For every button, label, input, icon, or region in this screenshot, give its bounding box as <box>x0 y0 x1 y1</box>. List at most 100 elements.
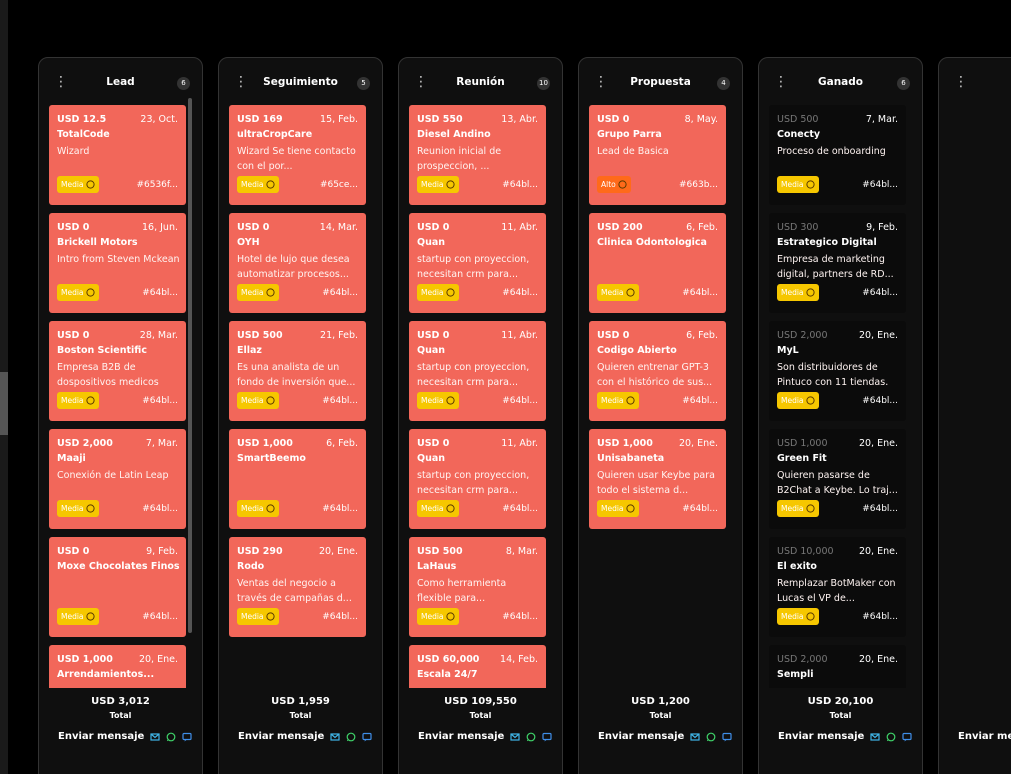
send-message[interactable]: Enviar mer <box>958 731 1011 742</box>
deal-card[interactable]: USD 0 14, Mar. OYH Hotel de lujo que desea … <box>229 213 366 313</box>
deal-id: #64bl... <box>142 288 178 298</box>
deal-card[interactable]: USD 550 13, Abr. Diesel Andino Reunion inic… <box>409 105 546 205</box>
deal-amount: USD 1,000 <box>57 654 113 665</box>
deal-date: 28, Mar. <box>139 330 178 341</box>
deal-card[interactable]: USD 0 11, Abr. Quan startup con proyeccion,… <box>409 321 546 421</box>
priority-icon <box>85 288 95 297</box>
send-message[interactable]: Enviar mensaje <box>598 731 732 742</box>
deal-card[interactable]: USD 2,000 20, Ene. Sempli <box>769 645 906 688</box>
priority-icon <box>85 612 95 621</box>
deal-amount: USD 200 <box>597 222 643 233</box>
deal-date: 7, Mar. <box>865 114 898 125</box>
email-icon[interactable] <box>330 732 340 742</box>
priority-icon <box>265 180 275 189</box>
deal-card[interactable]: USD 0 11, Abr. Quan startup con proyeccion,… <box>409 429 546 529</box>
chat-icon[interactable] <box>722 732 732 742</box>
deal-card[interactable]: USD 1,000 20, Ene. Arrendamientos... <box>49 645 186 688</box>
deal-card[interactable]: USD 0 6, Feb. Codigo Abierto Quieren entren… <box>589 321 726 421</box>
deal-company: LaHaus <box>417 561 457 572</box>
deal-card[interactable]: USD 1,000 6, Feb. SmartBeemo Media #64bl... <box>229 429 366 529</box>
email-icon[interactable] <box>150 732 160 742</box>
deal-card[interactable]: USD 200 6, Feb. Clinica Odontologica Media #… <box>589 213 726 313</box>
deal-card[interactable]: USD 300 9, Feb. Estrategico Digital Empresa… <box>769 213 906 313</box>
deal-card[interactable]: USD 500 7, Mar. Conecty Proceso de onboardi… <box>769 105 906 205</box>
deal-card[interactable]: USD 0 16, Jun. Brickell Motors Intro from S… <box>49 213 186 313</box>
column-title: Pe <box>939 76 1011 88</box>
chat-icon[interactable] <box>902 732 912 742</box>
deal-amount: USD 2,000 <box>57 438 113 449</box>
send-message[interactable]: Enviar mensaje <box>418 731 552 742</box>
email-icon[interactable] <box>870 732 880 742</box>
column-menu[interactable]: ⋮ <box>54 74 68 90</box>
deal-amount: USD 169 <box>237 114 283 125</box>
deal-card[interactable]: USD 0 11, Abr. Quan startup con proyeccion,… <box>409 213 546 313</box>
deal-card[interactable]: USD 0 8, May. Grupo Parra Lead de Basica Alt… <box>589 105 726 205</box>
deal-date: 8, Mar. <box>505 546 538 557</box>
deal-card[interactable]: USD 12.5 23, Oct. TotalCode Wizard Media #653… <box>49 105 186 205</box>
deal-company: Quan <box>417 345 446 356</box>
deal-id: #64bl... <box>682 288 718 298</box>
column-menu[interactable]: ⋮ <box>234 74 248 90</box>
whatsapp-icon[interactable] <box>886 732 896 742</box>
priority-label: Media <box>421 288 444 297</box>
column-count: 6 <box>897 77 910 90</box>
deal-id: #64bl... <box>142 504 178 514</box>
whatsapp-icon[interactable] <box>346 732 356 742</box>
deal-date: 14, Feb. <box>500 654 538 665</box>
card-list: USD 500 7, Mar. Conecty Proceso de onboardi… <box>769 105 919 688</box>
column-menu[interactable]: ⋮ <box>594 74 608 90</box>
deal-date: 20, Ene. <box>678 438 718 449</box>
priority-badge: Media <box>417 392 459 409</box>
deal-card[interactable]: USD 10,000 20, Ene. El exito Remplazar BotM… <box>769 537 906 637</box>
deal-description: Proceso de onboarding <box>777 146 886 157</box>
deal-card[interactable]: USD 2,000 7, Mar. Maaji Conexión de Latin L… <box>49 429 186 529</box>
chat-icon[interactable] <box>542 732 552 742</box>
column-menu[interactable]: ⋮ <box>414 74 428 90</box>
send-label: Enviar mensaje <box>238 731 325 742</box>
send-message[interactable]: Enviar mensaje <box>238 731 372 742</box>
deal-card[interactable]: USD 0 9, Feb. Moxe Chocolates Finos Media #6… <box>49 537 186 637</box>
whatsapp-icon[interactable] <box>706 732 716 742</box>
deal-amount: USD 10,000 <box>777 546 834 557</box>
priority-label: Media <box>421 504 444 513</box>
deal-date: 6, Feb. <box>326 438 358 449</box>
send-message[interactable]: Enviar mensaje <box>778 731 912 742</box>
chat-icon[interactable] <box>182 732 192 742</box>
priority-icon <box>445 504 455 513</box>
deal-description: Quieren entrenar GPT-3 con el histórico … <box>597 362 713 388</box>
priority-icon <box>625 288 635 297</box>
column-menu[interactable]: ⋮ <box>954 74 968 90</box>
deal-company: Sempli <box>777 669 814 680</box>
deal-card[interactable]: USD 500 8, Mar. LaHaus Como herramienta fle… <box>409 537 546 637</box>
column-total: USD 20,100 <box>807 696 874 707</box>
deal-description: Wizard Se tiene contacto con el por... <box>237 146 356 172</box>
card-list: USD 550 13, Abr. Diesel Andino Reunion inic… <box>409 105 559 688</box>
priority-label: Media <box>61 180 84 189</box>
deal-description: Intro from Steven Mckean <box>57 254 180 265</box>
deal-card[interactable]: USD 500 21, Feb. Ellaz Es una analista de u… <box>229 321 366 421</box>
chat-icon[interactable] <box>362 732 372 742</box>
priority-badge: Media <box>777 608 819 625</box>
deal-date: 8, May. <box>684 114 718 125</box>
column-menu[interactable]: ⋮ <box>774 74 788 90</box>
deal-card[interactable]: USD 290 20, Ene. Rodo Ventas del negocio a … <box>229 537 366 637</box>
email-icon[interactable] <box>510 732 520 742</box>
deal-card[interactable]: USD 169 15, Feb. ultraCropCare Wizard Se ti… <box>229 105 366 205</box>
priority-badge: Media <box>237 176 279 193</box>
deal-card[interactable]: USD 1,000 20, Ene. Unisabaneta Quieren usar… <box>589 429 726 529</box>
column-total: USD 3,012 <box>91 696 150 707</box>
sidebar-handle <box>0 372 8 435</box>
deal-description: startup con proyeccion, necesitan crm pa… <box>417 470 530 496</box>
deal-card[interactable]: USD 60,000 14, Feb. Escala 24/7 <box>409 645 546 688</box>
priority-badge: Media <box>57 284 99 301</box>
deal-card[interactable]: USD 2,000 20, Ene. MyL Son distribuidores d… <box>769 321 906 421</box>
whatsapp-icon[interactable] <box>526 732 536 742</box>
send-message[interactable]: Enviar mensaje <box>58 731 192 742</box>
email-icon[interactable] <box>690 732 700 742</box>
deal-card[interactable]: USD 1,000 20, Ene. Green Fit Quieren pasars… <box>769 429 906 529</box>
deal-description: startup con proyeccion, necesitan crm pa… <box>417 362 530 388</box>
deal-card[interactable]: USD 0 28, Mar. Boston Scientific Empresa B2… <box>49 321 186 421</box>
whatsapp-icon[interactable] <box>166 732 176 742</box>
deal-amount: USD 1,000 <box>777 438 828 449</box>
deal-company: SmartBeemo <box>237 453 306 464</box>
